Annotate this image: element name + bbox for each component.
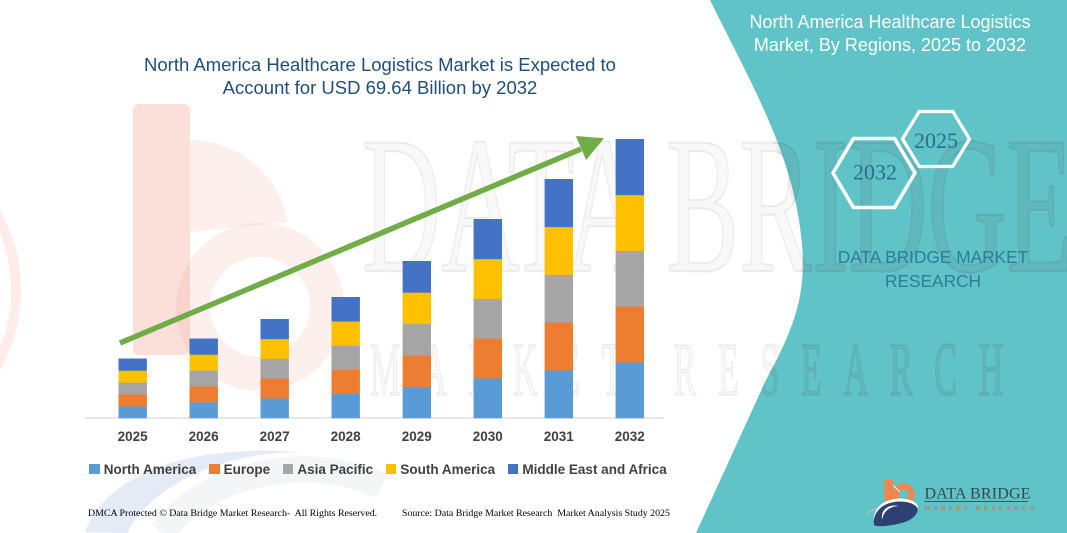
svg-text:2032: 2032: [853, 160, 897, 185]
svg-text:MARKET RESEARCH: MARKET RESEARCH: [925, 506, 1037, 513]
svg-text:2025: 2025: [914, 128, 958, 153]
svg-text:DATA BRIDGE: DATA BRIDGE: [925, 486, 1031, 503]
